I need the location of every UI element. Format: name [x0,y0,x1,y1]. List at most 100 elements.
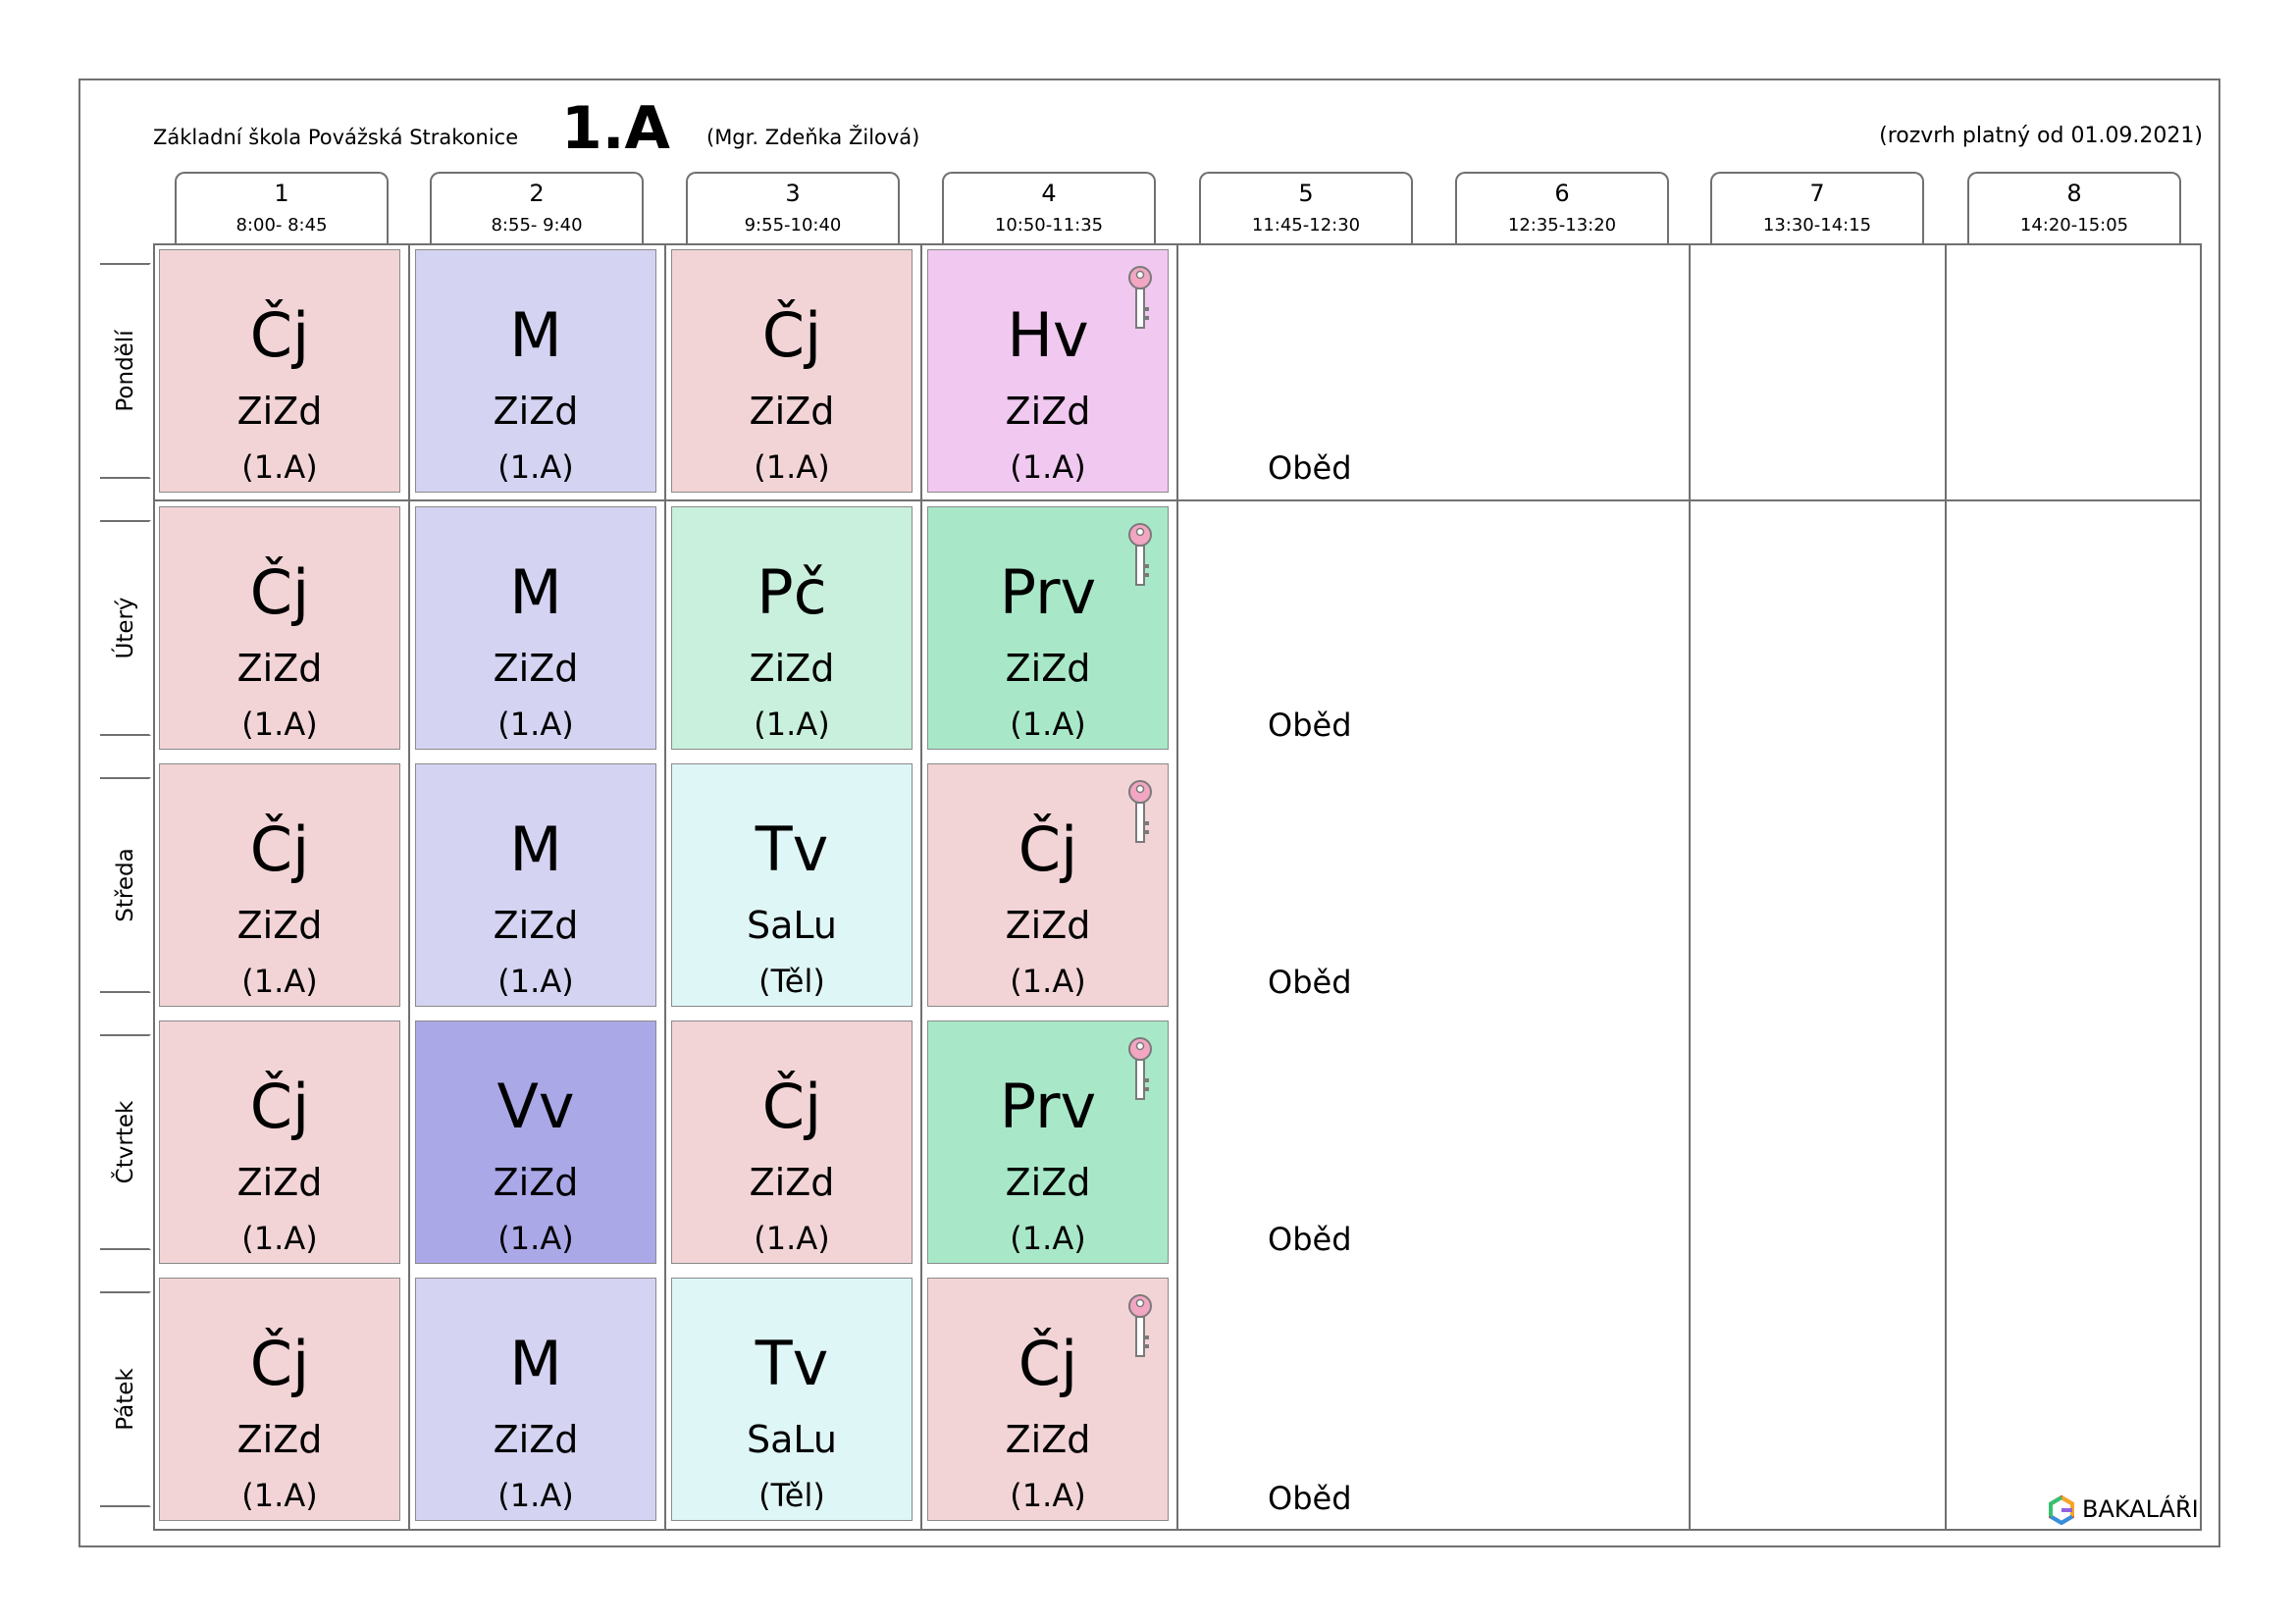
period-time: 11:45-12:30 [1251,215,1361,236]
day-bracket [100,520,151,736]
lesson-teacher: ZiZd [493,390,579,433]
grid-vertical-line [920,243,922,1531]
lunch-label: Oběd [1268,1480,1352,1517]
lesson-cell[interactable]: Čj ZiZd (1.A) [159,1278,400,1521]
lesson-cell[interactable]: Tv SaLu (Těl) [671,1278,913,1521]
lesson-cell[interactable]: Hv ZiZd (1.A) [927,249,1169,493]
day-bracket [100,1291,151,1507]
period-number: 4 [1041,180,1057,207]
period-tab-7: 7 13:30-14:15 [1710,172,1924,244]
lesson-subject: Čj [249,1328,310,1399]
lunch-label: Oběd [1268,964,1352,1001]
lesson-room: (1.A) [497,706,574,743]
lesson-cell[interactable]: Čj ZiZd (1.A) [159,506,400,750]
period-number: 7 [1809,180,1825,207]
lesson-room: (1.A) [754,1220,830,1257]
page-frame [78,79,2220,1547]
lesson-cell[interactable]: Čj ZiZd (1.A) [671,249,913,493]
lesson-subject: M [509,556,562,628]
lesson-room: (1.A) [241,1477,318,1514]
period-time: 8:00- 8:45 [235,215,328,236]
lesson-room: (1.A) [497,1220,574,1257]
lesson-cell[interactable]: Prv ZiZd (1.A) [927,506,1169,750]
period-time: 14:20-15:05 [2019,215,2129,236]
lesson-room: (1.A) [1010,963,1086,1000]
lesson-teacher: ZiZd [493,1161,579,1204]
lesson-teacher: ZiZd [1005,1418,1091,1461]
lesson-teacher: ZiZd [236,1161,323,1204]
lesson-room: (1.A) [241,706,318,743]
lesson-room: (1.A) [241,448,318,486]
period-time: 13:30-14:15 [1762,215,1872,236]
lesson-subject: M [509,813,562,885]
lesson-teacher: ZiZd [236,904,323,947]
day-name: Úterý [113,597,138,659]
lesson-teacher: ZiZd [236,1418,323,1461]
lesson-room: (1.A) [754,706,830,743]
lesson-subject: Čj [761,299,822,371]
lesson-room: (1.A) [497,448,574,486]
lesson-teacher: ZiZd [749,390,835,433]
period-tab-8: 8 14:20-15:05 [1967,172,2181,244]
lesson-subject: Tv [755,813,829,885]
lesson-teacher: ZiZd [1005,904,1091,947]
lesson-cell[interactable]: Čj ZiZd (1.A) [159,1021,400,1264]
period-tab-1: 1 8:00- 8:45 [175,172,389,244]
valid-from: (rozvrh platný od 01.09.2021) [1879,124,2203,148]
lesson-teacher: SaLu [747,904,837,947]
lesson-cell[interactable]: Tv SaLu (Těl) [671,763,913,1007]
lesson-cell[interactable]: Čj ZiZd (1.A) [671,1021,913,1264]
period-tab-5: 5 11:45-12:30 [1199,172,1413,244]
class-teacher: (Mgr. Zdeňka Žilová) [706,126,920,149]
lesson-cell[interactable]: Čj ZiZd (1.A) [159,763,400,1007]
lesson-subject: M [509,1328,562,1399]
lesson-teacher: ZiZd [236,390,323,433]
grid-horizontal-line [153,499,2202,501]
lesson-cell[interactable]: M ZiZd (1.A) [415,249,656,493]
grid-vertical-line [408,243,410,1531]
lesson-cell[interactable]: Čj ZiZd (1.A) [159,249,400,493]
lesson-subject: M [509,299,562,371]
lesson-room: (1.A) [754,448,830,486]
key-icon [1128,780,1152,843]
lesson-teacher: ZiZd [1005,647,1091,690]
lesson-cell[interactable]: M ZiZd (1.A) [415,1278,656,1521]
period-tab-2: 2 8:55- 9:40 [430,172,644,244]
lesson-teacher: ZiZd [1005,390,1091,433]
period-tab-3: 3 9:55-10:40 [686,172,900,244]
lesson-subject: Tv [755,1328,829,1399]
period-number: 1 [274,180,289,207]
period-time: 8:55- 9:40 [491,215,583,236]
lesson-cell[interactable]: M ZiZd (1.A) [415,763,656,1007]
lesson-cell[interactable]: Prv ZiZd (1.A) [927,1021,1169,1264]
lesson-subject: Čj [761,1071,822,1142]
day-bracket [100,1034,151,1250]
lesson-room: (Těl) [758,1477,825,1514]
period-number: 5 [1298,180,1314,207]
lesson-subject: Čj [249,813,310,885]
lesson-subject: Pč [757,556,827,628]
lesson-cell[interactable]: Čj ZiZd (1.A) [927,763,1169,1007]
period-time: 9:55-10:40 [744,215,842,236]
day-bracket [100,263,151,479]
lesson-teacher: SaLu [747,1418,837,1461]
lesson-cell[interactable]: Čj ZiZd (1.A) [927,1278,1169,1521]
period-time: 12:35-13:20 [1507,215,1617,236]
lesson-teacher: ZiZd [493,1418,579,1461]
day-label-4: Čtvrtek [100,1034,151,1250]
lesson-cell[interactable]: Pč ZiZd (1.A) [671,506,913,750]
lesson-room: (1.A) [241,1220,318,1257]
class-title: 1.A [561,94,670,163]
lesson-cell[interactable]: Vv ZiZd (1.A) [415,1021,656,1264]
day-bracket [100,777,151,993]
lesson-teacher: ZiZd [1005,1161,1091,1204]
lunch-label: Oběd [1268,1221,1352,1258]
day-label-1: Pondělí [100,263,151,479]
lesson-room: (Těl) [758,963,825,1000]
grid-vertical-line [664,243,666,1531]
lesson-room: (1.A) [497,963,574,1000]
school-name: Základní škola Povážská Strakonice [153,126,519,149]
grid-vertical-line [1176,243,1178,1531]
lesson-cell[interactable]: M ZiZd (1.A) [415,506,656,750]
key-icon [1128,523,1152,586]
